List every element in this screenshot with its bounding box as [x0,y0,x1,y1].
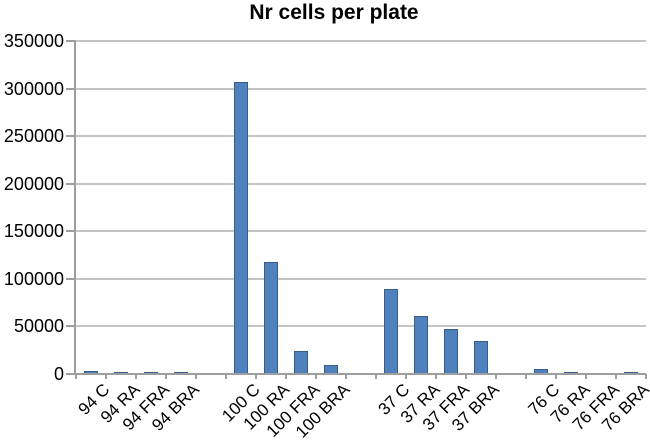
gridline-150000 [76,230,646,233]
x-tick-7 [285,374,287,379]
y-label-150000: 150000 [3,221,64,242]
bar-37-fra [444,329,458,374]
gridline-100000 [76,277,646,280]
x-tick-15 [525,374,527,379]
y-tick-50000 [66,325,75,328]
bar-76-ra [564,371,578,374]
bar-37-bra [474,340,488,374]
plot-area [76,40,646,374]
y-tick-150000 [66,230,75,233]
y-label-350000: 350000 [3,31,64,51]
x-axis-line [74,373,646,375]
x-tick-16 [555,374,557,379]
gridline-50000 [76,325,646,328]
x-tick-11 [405,374,407,379]
bar-100-c [234,81,248,374]
bar-76-c [534,369,548,374]
y-tick-350000 [66,40,75,42]
x-tick-12 [435,374,437,379]
chart-title: Nr cells per plate [249,1,419,24]
x-tick-14 [495,374,497,379]
bar-94-c [84,371,98,374]
bar-100-fra [294,351,308,374]
gridline-300000 [76,87,646,90]
y-label-200000: 200000 [3,173,64,194]
x-tick-2 [135,374,137,379]
y-tick-250000 [66,135,75,138]
bar-100-bra [324,365,338,374]
gridline-350000 [76,40,646,42]
y-tick-300000 [66,87,75,90]
x-tick-4 [195,374,197,379]
x-tick-18 [615,374,617,379]
x-tick-8 [315,374,317,379]
x-tick-19 [645,374,647,379]
y-axis-line [74,40,76,375]
x-tick-17 [585,374,587,379]
gridline-200000 [76,182,646,185]
y-tick-200000 [66,182,75,185]
y-tick-0 [66,373,75,375]
y-tick-100000 [66,277,75,280]
x-tick-0 [75,374,77,379]
x-tick-9 [345,374,347,379]
bar-100-ra [264,261,278,374]
bar-37-ra [414,315,428,374]
x-tick-10 [375,374,377,379]
y-label-0: 0 [53,364,64,384]
x-tick-13 [465,374,467,379]
y-label-250000: 250000 [3,126,64,147]
y-label-100000: 100000 [3,268,64,289]
x-tick-3 [165,374,167,379]
x-tick-6 [255,374,257,379]
x-tick-5 [225,374,227,379]
x-tick-1 [105,374,107,379]
bar-37-c [384,289,398,374]
y-label-300000: 300000 [3,78,64,99]
y-label-50000: 50000 [13,316,64,337]
gridline-250000 [76,135,646,138]
